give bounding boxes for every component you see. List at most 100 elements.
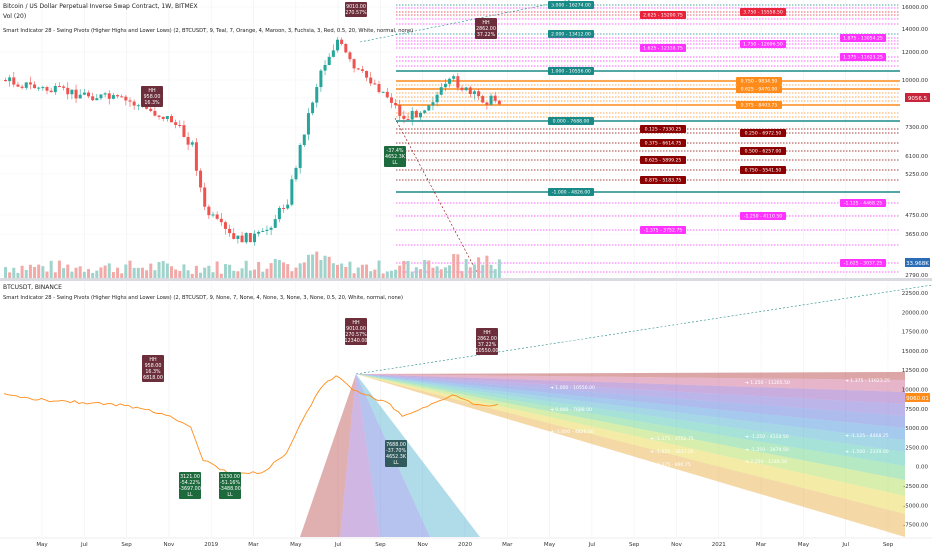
- volume-bar: [414, 267, 418, 278]
- pivot-label-box: [141, 86, 163, 107]
- volume-bar: [228, 264, 232, 278]
- pivot-label-text: 9010.00: [346, 326, 366, 332]
- volume-bar: [356, 267, 360, 278]
- volume-bar: [273, 258, 277, 278]
- bottom-price-line: [3, 375, 499, 475]
- volume-bar: [257, 261, 261, 278]
- price-tick-label: 14000.00: [902, 27, 929, 33]
- candle-body: [273, 219, 277, 228]
- level-label: ➜ -1.125 - 4468.25: [845, 433, 889, 439]
- candle-body: [219, 218, 223, 223]
- level-tag: [640, 226, 686, 234]
- level-label: ➜ -1.500 - 2339.00: [845, 449, 889, 455]
- candle-body: [244, 233, 248, 243]
- volume-bar: [128, 260, 132, 278]
- candle-body: [448, 78, 452, 84]
- pivot-label-text: 958.00: [144, 94, 161, 100]
- volume-bar: [95, 270, 99, 278]
- candle-body: [410, 110, 414, 120]
- candle-body: [456, 76, 460, 88]
- volume-bar: [282, 262, 286, 278]
- volume-bar: [4, 267, 7, 278]
- volume-bar: [182, 264, 186, 278]
- price-tick-label: 22500.00: [902, 291, 929, 297]
- volume-bar: [136, 267, 140, 278]
- volume-bar: [319, 260, 323, 278]
- price-tick-label: 7500.00: [905, 407, 928, 413]
- volume-bar: [165, 263, 169, 278]
- candle-body: [394, 102, 398, 106]
- pivot-label-text: -51.16%: [220, 480, 240, 486]
- candle-body: [62, 86, 66, 88]
- candle-body: [165, 116, 169, 119]
- candle-body: [464, 87, 468, 91]
- pivot-label-box: [219, 472, 241, 499]
- volume-bar: [481, 264, 485, 278]
- candle-body: [348, 52, 352, 60]
- candle-body: [327, 56, 331, 66]
- projection-line: [355, 284, 932, 375]
- level-label: ➜ 1.250 - 11265.50: [745, 380, 790, 386]
- candle-body: [340, 39, 344, 44]
- volume-bar: [336, 264, 339, 278]
- fan-zone: [356, 374, 905, 440]
- volume-bar: [87, 269, 90, 278]
- candle-body: [443, 83, 447, 88]
- volume-value-tag: [905, 258, 930, 267]
- time-tick-label: Sep: [629, 542, 640, 548]
- candle-body: [111, 95, 115, 99]
- volume-bar: [16, 272, 20, 278]
- level-tag-text: 3.000 - 16274.00: [551, 3, 591, 9]
- pivot-label-text: 2862.00: [476, 26, 496, 32]
- candle-body: [373, 83, 377, 85]
- bottom-level-labels: ➜ 3.750 - 18420.50 ➜ 3.500 - 17705.00 ➜ 3.…: [550, 323, 890, 468]
- level-label: ➜ 2.000 - 1964.00: [550, 451, 592, 457]
- candle-body: [107, 93, 111, 99]
- volume-bar: [477, 257, 481, 278]
- volume-bar: [161, 261, 165, 278]
- pivot-label-text: 4652.3K: [385, 154, 406, 160]
- bottom-price-path: [3, 375, 499, 475]
- pivot-label-text: 3330.00: [220, 474, 240, 480]
- candle-body: [87, 92, 90, 97]
- bottom-price-axis: 22500.00 20000.00 17500.00 15000.00 12500.00…: [902, 291, 930, 529]
- candle-body: [157, 115, 161, 117]
- candle-body: [489, 95, 493, 105]
- volume-bar: [352, 273, 356, 278]
- candle-body: [186, 137, 190, 145]
- candle-body: [190, 142, 194, 145]
- volume-bar: [232, 270, 236, 278]
- volume-bar: [24, 270, 28, 278]
- volume-bar: [170, 266, 173, 278]
- candle-body: [485, 102, 489, 105]
- candle-body: [45, 87, 49, 91]
- candle-body: [306, 113, 310, 135]
- volume-bar: [464, 259, 468, 278]
- volume-bar: [45, 271, 49, 278]
- candle-body: [41, 87, 45, 89]
- candle-body: [28, 82, 32, 85]
- level-tag-text: -1.250 - 4110.50: [744, 214, 782, 220]
- volume-bar: [236, 271, 240, 278]
- candle-body: [261, 230, 265, 232]
- volume-bar: [423, 259, 427, 278]
- volume-bar: [472, 264, 476, 278]
- level-tag: [640, 139, 686, 147]
- bottom-symbol-label: BTCUSDT, BINANCE: [3, 284, 62, 291]
- level-tag-text: -1.000 - 4826.00: [552, 190, 590, 196]
- volume-bar: [120, 273, 124, 278]
- panel-divider[interactable]: [0, 278, 932, 281]
- volume-bar: [489, 264, 493, 278]
- volume-bar: [431, 267, 435, 278]
- volume-bar: [344, 266, 348, 278]
- pivot-label-text: 9010.00: [346, 4, 366, 10]
- pivot-label-text: 6818.00: [143, 375, 163, 381]
- candle-body: [78, 94, 82, 99]
- volume-bar: [240, 268, 244, 278]
- volume-bar: [157, 261, 161, 278]
- level-tag-text: 0.875 - 5183.75: [645, 178, 682, 184]
- level-label: ➜ 2.000 - 13412.00: [550, 363, 595, 369]
- time-tick-label: Nov: [671, 542, 682, 548]
- candle-body: [161, 116, 165, 119]
